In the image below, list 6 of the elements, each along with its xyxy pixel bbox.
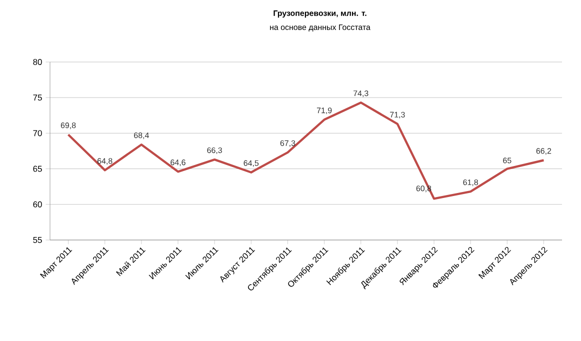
y-tick-label: 75: [33, 94, 42, 101]
y-tick-label: 70: [33, 130, 42, 136]
y-tick-label: 55: [33, 237, 42, 243]
y-tick-label: 80: [33, 59, 42, 65]
y-tick-label: 60: [33, 201, 42, 208]
y-tick-label: 65: [33, 166, 42, 172]
